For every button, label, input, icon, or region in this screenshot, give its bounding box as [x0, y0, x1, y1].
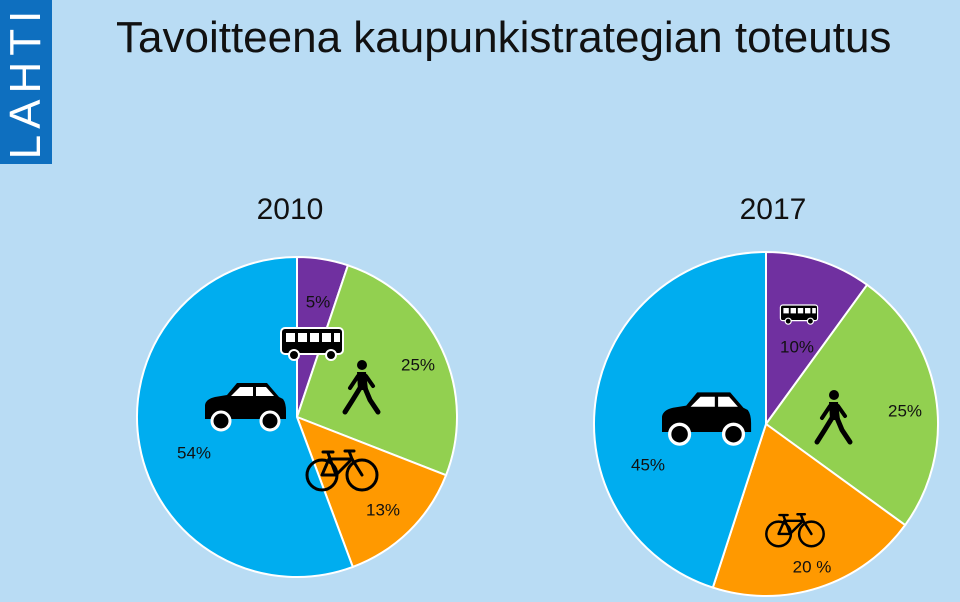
pie-slice-walk [295, 264, 458, 477]
data-label-car: 54% [177, 443, 211, 462]
data-label-walk: 25% [888, 401, 922, 420]
pie-chart-2017: 10% 25% 20 % 45% [592, 250, 939, 597]
data-label-bus: 5% [306, 292, 331, 311]
pie-title-2017: 2017 [739, 193, 807, 226]
data-label-walk: 25% [401, 355, 435, 374]
pie-title-2010: 2010 [256, 193, 324, 226]
pie-slice-bike [295, 415, 448, 569]
data-label-bike: 20 % [793, 557, 832, 576]
page-title: Tavoitteena kaupunkistrategian toteutus [116, 13, 892, 62]
lahti-logo: LAHTI [0, 0, 52, 164]
pie-slice-walk [764, 283, 939, 527]
pie-slice-bike [711, 422, 907, 597]
data-label-car: 45% [631, 455, 665, 474]
data-label-bus: 10% [780, 337, 814, 356]
pie-chart-2010: 5% 25% 13% 54% [136, 255, 458, 578]
data-label-bike: 13% [366, 500, 400, 519]
pie-slice-bus [765, 250, 869, 428]
